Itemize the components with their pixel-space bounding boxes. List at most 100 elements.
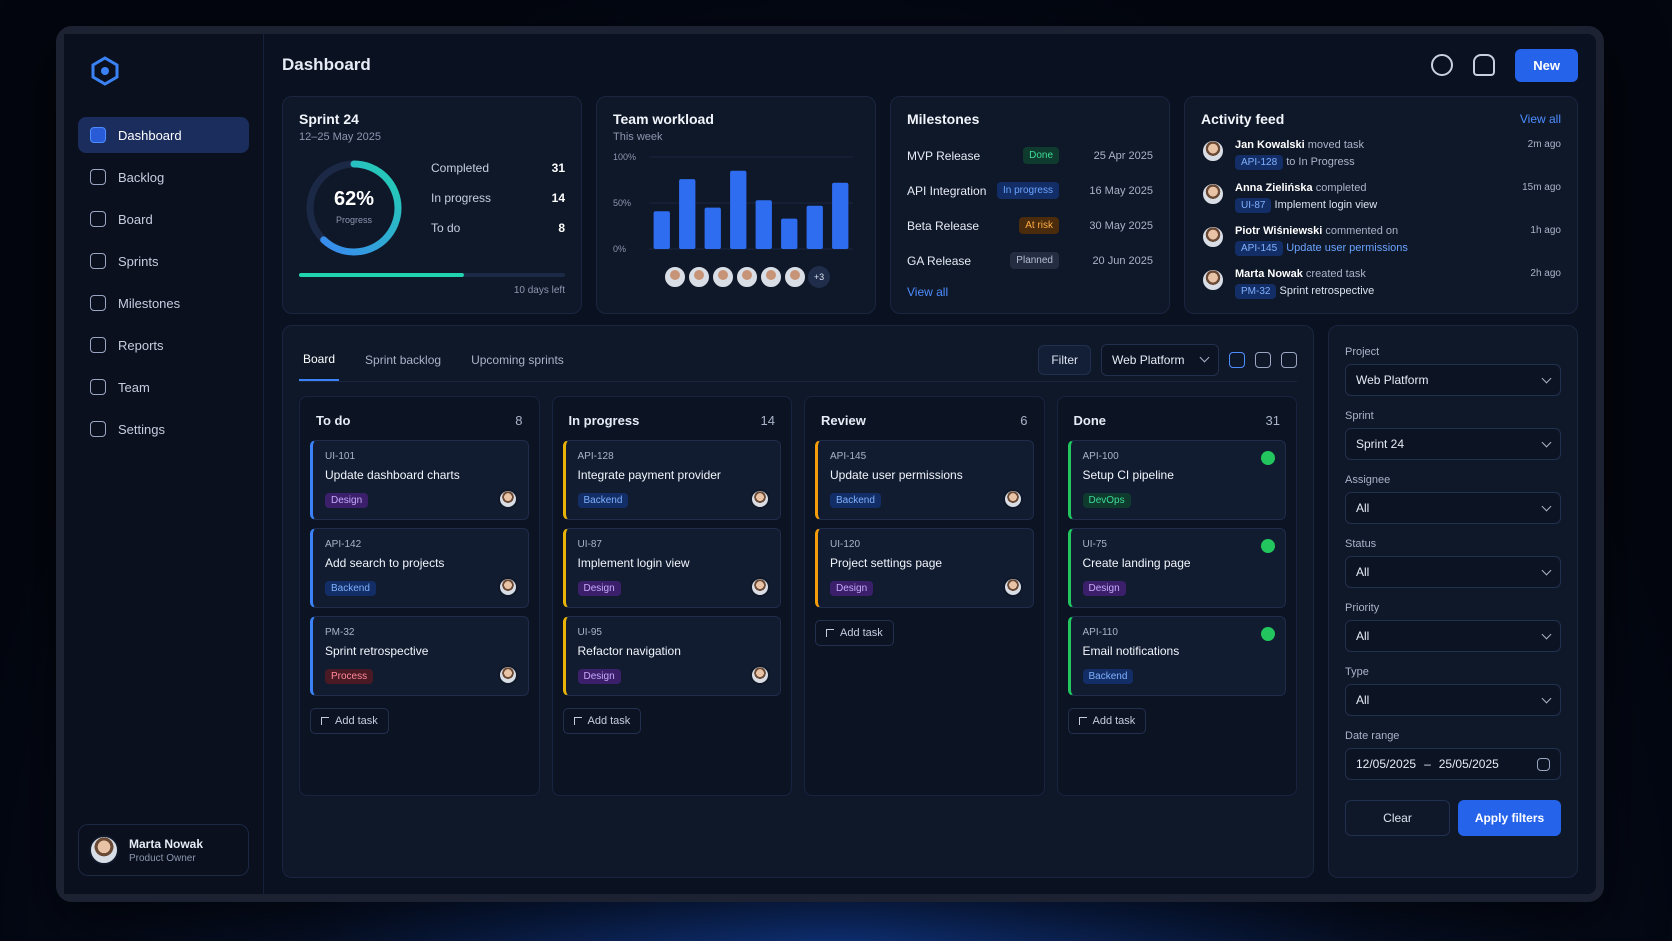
filter-label: Priority: [1345, 602, 1380, 614]
bar: [781, 218, 798, 249]
activity-line: API-145 Update user permissions: [1235, 241, 1520, 256]
nav-label: Settings: [118, 421, 165, 437]
user-name: Marta Nowak: [129, 836, 204, 851]
nav-item[interactable]: Milestones: [78, 285, 249, 321]
notifications-button[interactable]: [1473, 54, 1496, 76]
nav-item[interactable]: Dashboard: [78, 117, 249, 153]
done-check: [1261, 627, 1275, 641]
task-card[interactable]: UI-75 Create landing page Design: [1067, 528, 1286, 608]
avatar: [497, 577, 518, 597]
activity-target: Sprint retrospective: [1279, 285, 1375, 297]
plus-icon: [573, 717, 582, 725]
activity-time: 15m ago: [1522, 182, 1561, 193]
nav-item[interactable]: Backlog: [78, 159, 249, 195]
task-card[interactable]: UI-95 Refactor navigation Design: [562, 616, 781, 696]
task-card[interactable]: API-142 Add search to projects Backend: [310, 528, 529, 608]
activity-view-all[interactable]: View all: [1519, 112, 1561, 126]
card-title: Email notifications: [1082, 644, 1180, 658]
filter-select[interactable]: Sprint 24: [1345, 428, 1561, 460]
y-tick-label: 0%: [613, 244, 626, 254]
columns: To do 8 UI-101 Update dashboard charts Desig…: [299, 396, 1297, 796]
activity-target: to In Progress: [1286, 156, 1355, 168]
bar: [730, 170, 747, 249]
task-card[interactable]: API-145 Update user permissions Backend: [815, 440, 1034, 520]
filter-label: Assignee: [1345, 474, 1391, 486]
filter-button[interactable]: Filter: [1038, 344, 1091, 375]
activity-line: Jan Kowalski moved task: [1235, 139, 1518, 151]
logo[interactable]: [90, 56, 120, 86]
filter-select[interactable]: All: [1345, 556, 1561, 588]
project-select[interactable]: Web Platform: [1101, 343, 1219, 376]
avatar: [497, 665, 518, 685]
view-table[interactable]: [1281, 351, 1297, 368]
card-tag: Backend: [577, 493, 629, 508]
nav-label: Dashboard: [118, 127, 182, 143]
activity-user: Anna Zielińska: [1235, 182, 1313, 194]
nav-icon: [90, 295, 106, 311]
add-task[interactable]: Add task: [815, 620, 894, 646]
avatar-more-bg: [808, 266, 830, 288]
task-card[interactable]: API-110 Email notifications Backend: [1067, 616, 1286, 696]
nav-item[interactable]: Sprints: [78, 243, 249, 279]
search-button[interactable]: [1431, 54, 1454, 76]
milestone-status: At risk: [1019, 217, 1059, 234]
stat-value: 14: [551, 191, 565, 205]
add-task[interactable]: Add task: [310, 708, 389, 734]
nav-item[interactable]: Board: [78, 201, 249, 237]
task-card[interactable]: API-100 Setup CI pipeline DevOps: [1067, 440, 1286, 520]
add-task-label: Add task: [335, 715, 378, 727]
card-title: Setup CI pipeline: [1082, 468, 1174, 482]
nav-item[interactable]: Reports: [78, 327, 249, 363]
tab[interactable]: Sprint backlog: [365, 352, 442, 367]
activity-list: Jan Kowalski moved task API-128 to In Pro…: [1201, 139, 1561, 299]
add-task[interactable]: Add task: [1067, 708, 1147, 734]
task-card[interactable]: PM-32 Sprint retrospective Process: [310, 616, 529, 696]
filter-label: Project: [1345, 346, 1380, 358]
nav-item[interactable]: Team: [78, 369, 249, 405]
nav-item[interactable]: Settings: [78, 411, 249, 447]
view-list[interactable]: [1255, 351, 1271, 368]
filter-value: All: [1356, 629, 1370, 643]
milestones-view-all[interactable]: View all: [907, 285, 949, 299]
avatar: [1201, 182, 1225, 206]
new-button[interactable]: New: [1515, 48, 1578, 82]
tab[interactable]: Upcoming sprints: [471, 352, 564, 367]
column-header: To do 8: [310, 407, 529, 440]
filter-select[interactable]: All: [1345, 492, 1561, 524]
column-count: 6: [1020, 413, 1028, 428]
user-menu[interactable]: Marta Nowak Product Owner: [78, 824, 249, 876]
activity-header: Activity feed View all: [1201, 111, 1561, 127]
nav-icon: [90, 421, 106, 437]
milestone-status: Done: [1023, 147, 1059, 164]
progress-value: 62%: [334, 188, 374, 210]
activity-tag: API-145: [1235, 241, 1284, 256]
task-card[interactable]: UI-120 Project settings page Design: [815, 528, 1034, 608]
add-task[interactable]: Add task: [562, 708, 642, 734]
plus-icon: [1078, 717, 1087, 725]
clear-button[interactable]: Clear: [1345, 800, 1450, 836]
nav-icon: [90, 127, 106, 143]
card-id: UI-120: [830, 539, 861, 550]
filter-select[interactable]: All: [1345, 620, 1561, 652]
filter-select[interactable]: All: [1345, 684, 1561, 716]
date-range[interactable]: 12/05/2025 – 25/05/2025: [1345, 748, 1561, 780]
milestone: MVP Release Done 25 Apr 2025: [907, 147, 1153, 164]
column: To do 8 UI-101 Update dashboard charts Desig…: [299, 396, 540, 796]
task-card[interactable]: UI-101 Update dashboard charts Design: [310, 440, 529, 520]
avatar: [1201, 225, 1225, 249]
column-title: In progress: [568, 413, 640, 428]
tab[interactable]: Board: [299, 339, 340, 381]
nav-label: Sprints: [118, 253, 159, 269]
progress-fill: [299, 273, 464, 277]
apply-button[interactable]: Apply filters: [1458, 800, 1561, 836]
milestone-date: 16 May 2025: [1089, 184, 1153, 197]
filter-select[interactable]: Web Platform: [1345, 364, 1561, 396]
card-id: UI-75: [1082, 539, 1107, 550]
activity-item: Piotr Wiśniewski commented on API-145 Upd…: [1201, 225, 1561, 256]
view-board[interactable]: [1229, 351, 1245, 368]
milestone-date: 20 Jun 2025: [1092, 254, 1153, 267]
task-card[interactable]: API-128 Integrate payment provider Backend: [562, 440, 781, 520]
progress-arc: [306, 160, 402, 256]
nav-label: Board: [118, 211, 153, 227]
task-card[interactable]: UI-87 Implement login view Design: [562, 528, 781, 608]
